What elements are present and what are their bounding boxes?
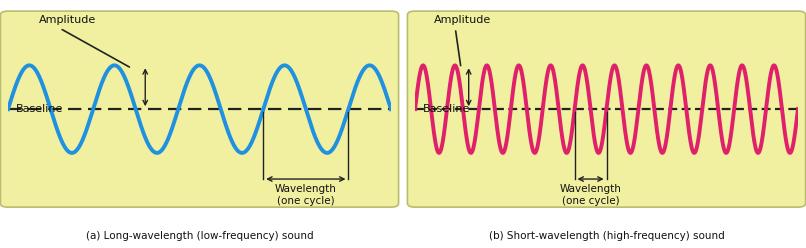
Text: Amplitude: Amplitude [434,15,492,25]
Text: (b) Short-wavelength (high-frequency) sound: (b) Short-wavelength (high-frequency) so… [488,231,725,241]
Text: Wavelength
(one cycle): Wavelength (one cycle) [275,184,337,206]
Text: Baseline: Baseline [16,104,63,114]
Text: (a) Long-wavelength (low-frequency) sound: (a) Long-wavelength (low-frequency) soun… [85,231,314,241]
FancyBboxPatch shape [1,11,398,207]
FancyBboxPatch shape [408,11,806,207]
Text: Baseline: Baseline [422,104,470,114]
Text: Amplitude: Amplitude [39,15,96,25]
Text: Wavelength
(one cycle): Wavelength (one cycle) [559,184,621,206]
